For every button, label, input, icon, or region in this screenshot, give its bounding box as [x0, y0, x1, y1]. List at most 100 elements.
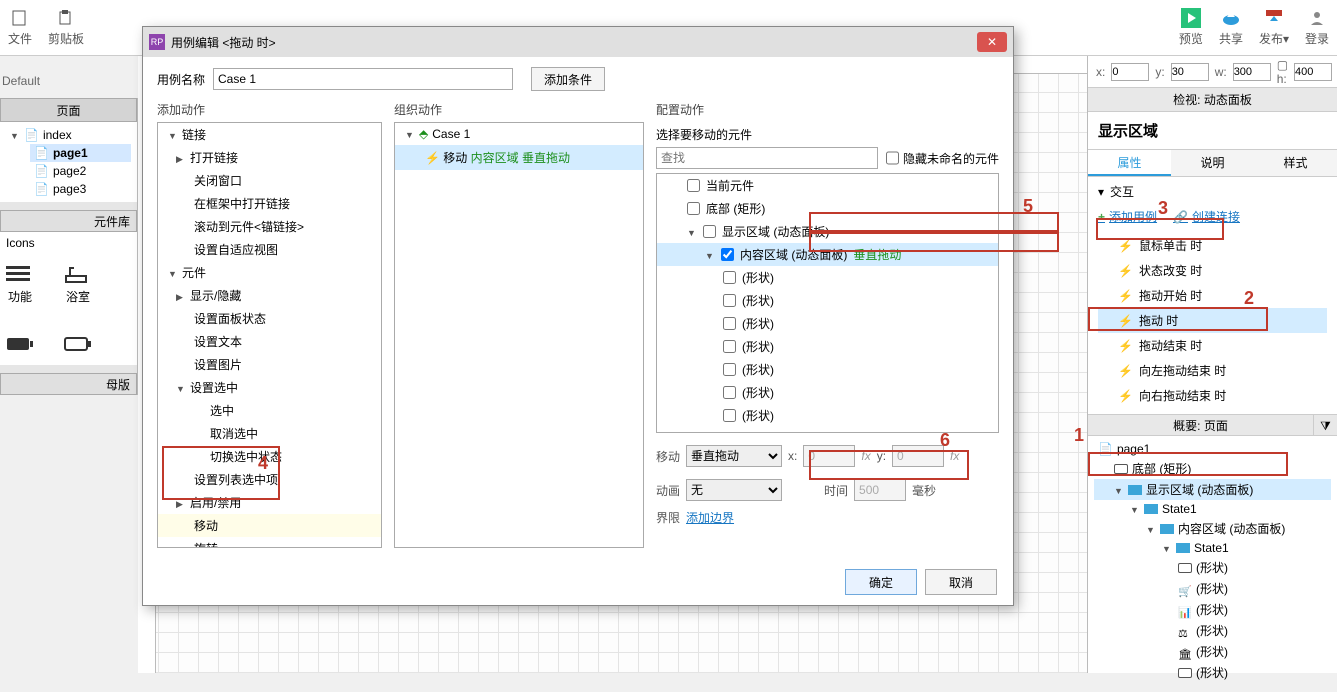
widget-node[interactable]: (形状)	[657, 312, 998, 335]
widget-node[interactable]: (形状)	[657, 266, 998, 289]
action-item[interactable]: 旋转	[158, 537, 381, 548]
share-button[interactable]: 共享	[1219, 8, 1243, 47]
y-input[interactable]	[892, 445, 944, 467]
action-item[interactable]: 关闭窗口	[158, 169, 381, 192]
outline-shape[interactable]: (形状)	[1094, 557, 1331, 578]
anim-type-select[interactable]: 无	[686, 479, 782, 501]
tab-style[interactable]: 样式	[1254, 150, 1337, 176]
hide-unnamed-checkbox[interactable]: 隐藏未命名的元件	[886, 147, 999, 169]
widget-tree[interactable]: 当前元件 底部 (矩形) 显示区域 (动态面板) 内容区域 (动态面板) 垂直拖…	[656, 173, 999, 433]
widget-node[interactable]: (形状)	[657, 381, 998, 404]
case-name-input[interactable]	[213, 68, 513, 90]
palette-item[interactable]: 浴室	[64, 266, 92, 305]
search-input[interactable]	[656, 147, 878, 169]
tree-item-page2[interactable]: 📄 page2	[30, 162, 131, 180]
widget-node[interactable]: (形状)	[657, 335, 998, 358]
tab-properties[interactable]: 属性	[1088, 150, 1171, 176]
action-item[interactable]: 设置面板状态	[158, 307, 381, 330]
page-tab-header[interactable]: 页面	[0, 98, 137, 122]
widget-node[interactable]: 顶部 (矩形)	[657, 427, 998, 433]
action-item[interactable]: 设置文本	[158, 330, 381, 353]
outline-page[interactable]: 📄 page1	[1094, 440, 1331, 458]
event-swipe-right[interactable]: ⚡向右拖动结束 时	[1098, 383, 1327, 408]
action-list[interactable]: 链接 打开链接 关闭窗口 在框架中打开链接 滚动到元件<锚链接> 设置自适应视图…	[157, 122, 382, 548]
x-input[interactable]	[1111, 63, 1149, 81]
outline-shape[interactable]: (形状)	[1094, 599, 1331, 620]
action-item[interactable]: 打开链接	[158, 146, 381, 169]
move-type-select[interactable]: 垂直拖动	[686, 445, 782, 467]
add-case-link[interactable]: +添加用例	[1098, 208, 1157, 225]
action-item[interactable]: 在框架中打开链接	[158, 192, 381, 215]
action-item[interactable]: 滚动到元件<锚链接>	[158, 215, 381, 238]
time-input[interactable]	[854, 479, 906, 501]
outline-state[interactable]: State1	[1094, 539, 1331, 557]
widget-node-selected[interactable]: 内容区域 (动态面板) 垂直拖动	[657, 243, 998, 266]
widget-lib-header[interactable]: 元件库	[0, 210, 137, 232]
y-input[interactable]	[1171, 63, 1209, 81]
action-item[interactable]: 选中	[158, 399, 381, 422]
action-item[interactable]: 切换选中状态	[158, 445, 381, 468]
outline-tree[interactable]: 📄 page1 底部 (矩形) 显示区域 (动态面板) State1 内容区域 …	[1088, 436, 1337, 692]
outline-display-area[interactable]: 显示区域 (动态面板)	[1094, 479, 1331, 500]
event-swipe-left[interactable]: ⚡向左拖动结束 时	[1098, 358, 1327, 383]
case-action-row[interactable]: ⚡ 移动 内容区域 垂直拖动	[395, 145, 643, 170]
tree-item-page1[interactable]: 📄 page1	[30, 144, 131, 162]
outline-item[interactable]: 底部 (矩形)	[1094, 458, 1331, 479]
outline-shape[interactable]: (形状)	[1094, 620, 1331, 641]
outline-shape[interactable]: (形状)	[1094, 578, 1331, 599]
widget-name[interactable]: 显示区域	[1088, 112, 1337, 150]
palette-item[interactable]	[6, 335, 34, 353]
widget-node[interactable]: (形状)	[657, 289, 998, 312]
event-state-change[interactable]: ⚡状态改变 时	[1098, 258, 1327, 283]
clipboard-menu[interactable]: 剪贴板	[48, 8, 84, 47]
event-drag-end[interactable]: ⚡拖动结束 时	[1098, 333, 1327, 358]
dialog-titlebar[interactable]: RP 用例编辑 <拖动 时> ✕	[143, 27, 1013, 57]
action-item[interactable]: 设置选中	[158, 376, 381, 399]
action-item[interactable]: 显示/隐藏	[158, 284, 381, 307]
cancel-button[interactable]: 取消	[925, 569, 997, 595]
h-input[interactable]	[1294, 63, 1332, 81]
preview-button[interactable]: 预览	[1179, 8, 1203, 47]
case-row[interactable]: ⬘ Case 1	[395, 123, 643, 145]
action-move[interactable]: 移动	[158, 514, 381, 537]
tree-item-index[interactable]: 📄 index	[6, 126, 131, 144]
event-drag[interactable]: ⚡拖动 时	[1098, 308, 1327, 333]
login-button[interactable]: 登录	[1305, 8, 1329, 47]
case-actions-list[interactable]: ⬘ Case 1 ⚡ 移动 内容区域 垂直拖动	[394, 122, 644, 548]
action-item[interactable]: 设置图片	[158, 353, 381, 376]
tree-item-page3[interactable]: 📄 page3	[30, 180, 131, 198]
event-drag-start[interactable]: ⚡拖动开始 时	[1098, 283, 1327, 308]
outline-state[interactable]: State1	[1094, 500, 1331, 518]
action-group-widget[interactable]: 元件	[158, 261, 381, 284]
event-click[interactable]: ⚡鼠标单击 时	[1098, 233, 1327, 258]
ok-button[interactable]: 确定	[845, 569, 917, 595]
file-menu[interactable]: 文件	[8, 8, 32, 47]
w-input[interactable]	[1233, 63, 1271, 81]
action-item[interactable]: 启用/禁用	[158, 491, 381, 514]
interactions-header[interactable]: ▾交互	[1098, 183, 1327, 200]
action-item[interactable]: 取消选中	[158, 422, 381, 445]
add-limit-link[interactable]: 添加边界	[686, 509, 734, 526]
widget-node[interactable]: 底部 (矩形)	[657, 197, 998, 220]
x-input[interactable]	[803, 445, 855, 467]
master-header[interactable]: 母版	[0, 373, 137, 395]
widget-node[interactable]: (形状)	[657, 404, 998, 427]
expand-icon[interactable]	[10, 128, 20, 142]
publish-button[interactable]: 发布▾	[1259, 8, 1289, 47]
action-group-link[interactable]: 链接	[158, 123, 381, 146]
fx-icon[interactable]: fx	[861, 449, 870, 463]
widget-node[interactable]: 显示区域 (动态面板)	[657, 220, 998, 243]
widget-node[interactable]: (形状)	[657, 358, 998, 381]
palette-item[interactable]	[64, 335, 92, 353]
create-link[interactable]: 🔗创建连接	[1173, 208, 1240, 225]
add-condition-button[interactable]: 添加条件	[531, 67, 605, 91]
action-item[interactable]: 设置自适应视图	[158, 238, 381, 261]
widget-node[interactable]: 当前元件	[657, 174, 998, 197]
filter-icon[interactable]: ⧩	[1313, 415, 1337, 435]
action-item[interactable]: 设置列表选中项	[158, 468, 381, 491]
fx-icon[interactable]: fx	[950, 449, 959, 463]
tab-notes[interactable]: 说明	[1171, 150, 1254, 176]
palette-item[interactable]: 功能	[6, 266, 34, 305]
outline-content-area[interactable]: 内容区域 (动态面板)	[1094, 518, 1331, 539]
outline-shape[interactable]: (形状)	[1094, 641, 1331, 662]
